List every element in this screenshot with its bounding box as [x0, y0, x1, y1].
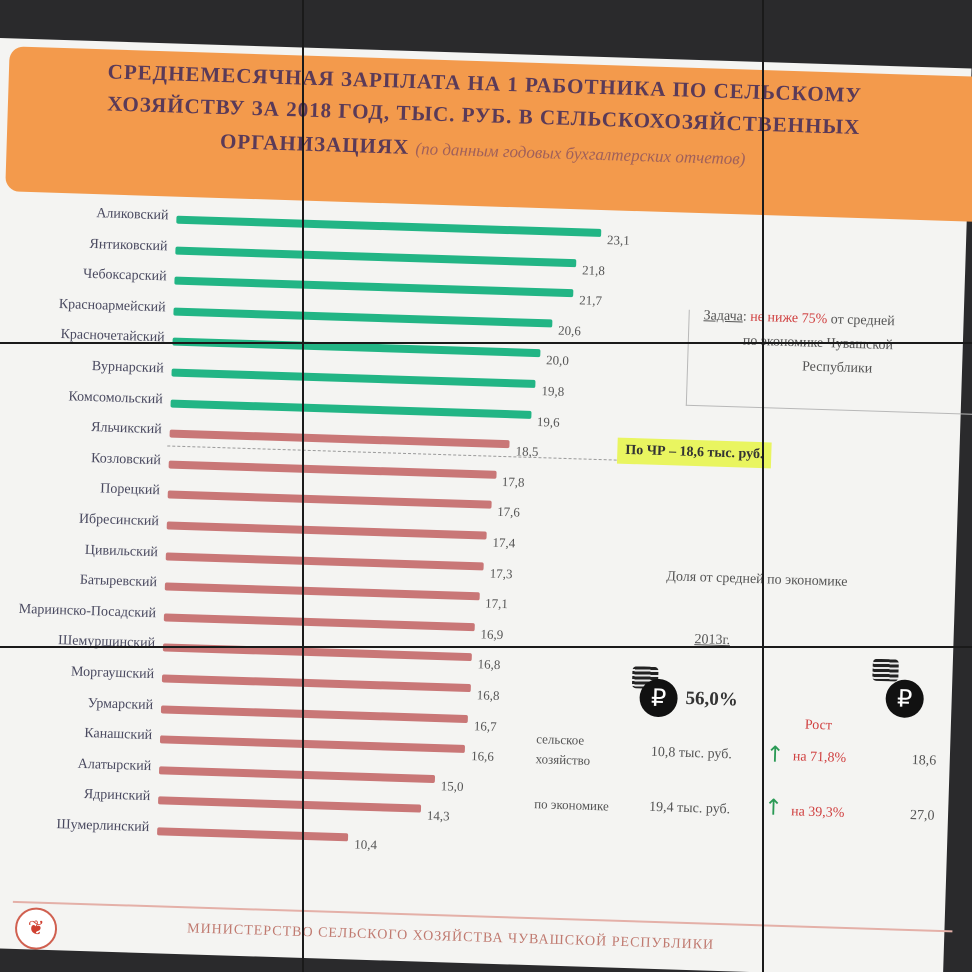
screen-bezel-horizontal [0, 342, 972, 344]
bar [165, 552, 485, 571]
share-title: Доля от средней по экономике [666, 569, 848, 590]
ruble-coin-icon: ₽ [885, 679, 925, 719]
category-label: Порецкий [100, 481, 161, 499]
category-label: Мариинско-Посадский [18, 601, 157, 621]
value-label: 17,8 [501, 473, 525, 490]
bar [166, 521, 487, 540]
task-line-3: Республики [801, 359, 873, 377]
value-label: 16,6 [470, 748, 495, 765]
row-2-right: 27,0 [909, 807, 935, 824]
presentation-slide: СРЕДНЕМЕСЯЧНАЯ ЗАРПЛАТА НА 1 РАБОТНИКА П… [0, 38, 972, 972]
bar [163, 613, 475, 631]
row-1-growth: на 71,8% [792, 749, 847, 766]
bar [159, 735, 466, 754]
category-label: Вурнарский [91, 359, 164, 377]
coin-stack-icon [872, 658, 899, 682]
bar [158, 766, 436, 783]
bar [157, 827, 349, 842]
value-label: 21,7 [579, 292, 603, 309]
category-label: Алатырский [77, 756, 152, 774]
ruble-coin-icon: ₽ [639, 678, 679, 718]
value-label: 17,4 [492, 534, 516, 551]
row-1-right: 18,6 [911, 752, 937, 769]
category-label: Батыревский [79, 572, 158, 591]
category-label: Моргаушский [70, 664, 155, 683]
row-1-label-2: хозяйство [535, 751, 591, 768]
region-average-highlight: По ЧР – 18,6 тыс. руб. [616, 437, 772, 469]
row-2-label-1: по экономике [533, 796, 610, 814]
bar [176, 215, 602, 237]
row-2-growth: на 39,3% [790, 804, 845, 821]
value-label: 17,6 [496, 504, 521, 520]
screen-bezel-horizontal [0, 646, 972, 648]
value-label: 17,3 [489, 565, 513, 581]
value-label: 16,7 [473, 717, 497, 734]
task-prefix: Задача [703, 308, 744, 325]
row-2-value: 19,4 тыс. руб. [648, 799, 731, 818]
value-label: 21,8 [581, 261, 606, 278]
bar [174, 276, 574, 298]
category-label: Шемуршинский [57, 633, 156, 652]
arrow-up-icon: ↑ [765, 742, 785, 768]
category-label: Урмарский [87, 695, 154, 713]
bar [172, 337, 541, 358]
growth-header: Рост [804, 717, 833, 734]
category-label: Яльчикский [90, 420, 163, 438]
category-label: Цивильский [84, 542, 159, 560]
value-label: 19,8 [541, 383, 565, 399]
share-percent: 56,0% [685, 687, 739, 711]
bar [161, 674, 472, 693]
value-label: 16,8 [477, 656, 501, 673]
screen-bezel-vertical [762, 0, 764, 972]
value-label: 20,0 [545, 352, 570, 369]
value-label: 15,0 [440, 778, 464, 794]
row-1-value: 10,8 тыс. руб. [650, 744, 733, 763]
value-label: 17,1 [484, 595, 509, 612]
bar [160, 704, 469, 723]
footer-text: МИНИСТЕРСТВО СЕЛЬСКОГО ХОЗЯЙСТВА ЧУВАШСК… [186, 921, 715, 953]
category-label: Козловский [90, 450, 162, 469]
bar [173, 307, 553, 328]
category-label: Чебоксарский [82, 266, 167, 285]
category-label: Янтиковский [89, 236, 168, 254]
task-rest: от средней [830, 312, 895, 330]
arrow-up-icon: ↑ [763, 795, 784, 821]
title-text: ОРГАНИЗАЦИЯХ [219, 128, 410, 159]
bar [171, 368, 536, 388]
value-label: 23,1 [606, 232, 630, 248]
value-label: 10,4 [353, 836, 378, 853]
bar [157, 796, 422, 813]
footer-rule [12, 900, 953, 933]
category-label: Канашский [84, 726, 153, 744]
bar [168, 460, 497, 479]
value-label: 19,6 [536, 413, 560, 430]
value-label: 20,6 [557, 322, 582, 339]
bar [175, 246, 577, 267]
category-label: Шумерлинский [56, 817, 150, 836]
category-label: Ядринский [83, 787, 151, 805]
bar [169, 429, 511, 449]
row-1-label-1: сельское [536, 731, 585, 748]
bar [164, 582, 480, 601]
ministry-logo-icon: ❦ [14, 906, 58, 951]
category-label: Комсомольский [68, 388, 163, 407]
bar [167, 490, 492, 510]
value-label: 14,3 [426, 808, 450, 824]
value-label: 16,8 [476, 687, 500, 704]
category-label: Ибресинский [78, 511, 160, 530]
value-label: 16,9 [480, 626, 504, 642]
category-label: Красноармейский [58, 296, 166, 316]
bar [170, 399, 532, 419]
screen-bezel-vertical [302, 0, 304, 972]
category-label: Аликовский [96, 206, 169, 224]
